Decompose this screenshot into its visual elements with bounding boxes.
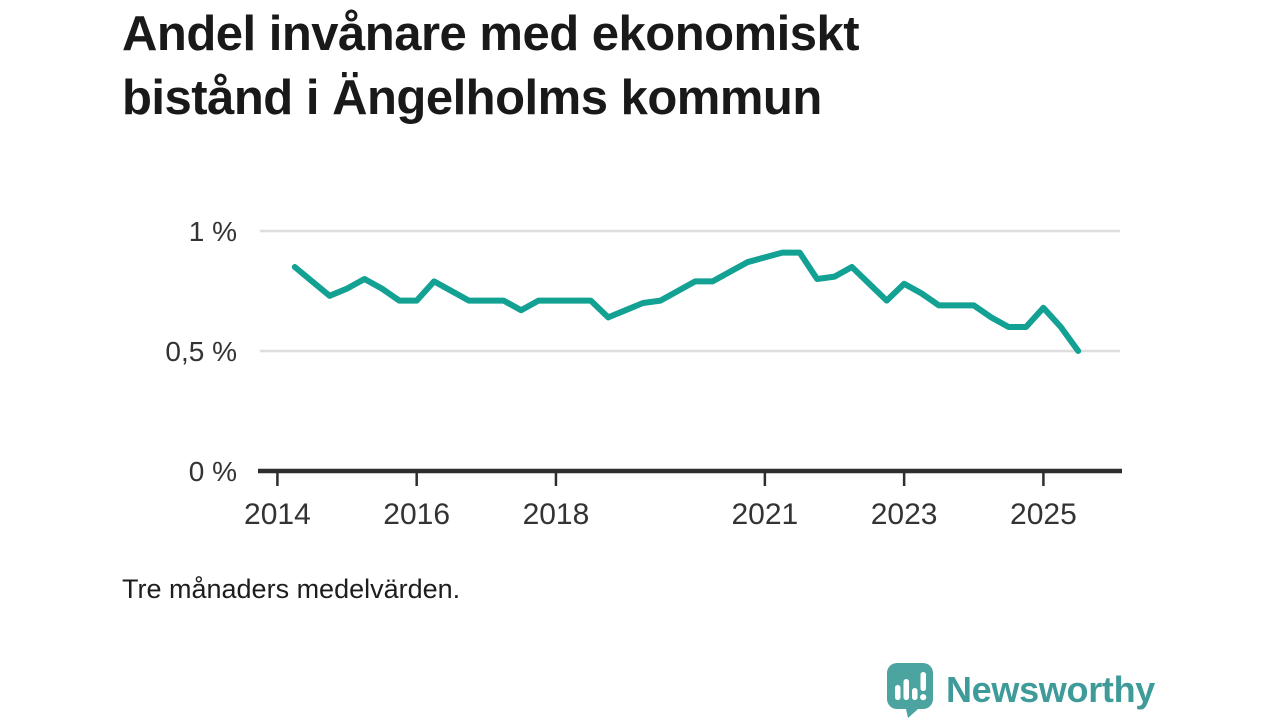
x-tick-label: 2016 — [383, 498, 450, 531]
newsworthy-logo-icon — [886, 663, 933, 718]
y-tick-label: 0,5 % — [165, 336, 237, 367]
x-tick-label: 2025 — [1010, 498, 1077, 531]
chart-title-line2: bistånd i Ängelholms kommun — [122, 71, 822, 125]
x-tick-label: 2014 — [244, 498, 311, 531]
x-tick-label: 2021 — [731, 498, 798, 531]
x-tick-label: 2018 — [523, 498, 590, 531]
x-tick-label: 2023 — [871, 498, 938, 531]
chart-title: Andel invånare med ekonomiskt bistånd i … — [122, 2, 1042, 130]
chart-title-line1: Andel invånare med ekonomiskt — [122, 7, 860, 61]
newsworthy-logo-text: Newsworthy — [945, 668, 1155, 710]
newsworthy-logo: Newsworthy — [885, 661, 1155, 718]
chart-caption: Tre månaders medelvärden. — [122, 574, 461, 604]
logo-bar-chart-glyph — [894, 672, 927, 701]
y-tick-label: 1 % — [189, 216, 237, 247]
data-line — [291, 249, 1082, 354]
y-tick-label: 0 % — [189, 456, 237, 487]
